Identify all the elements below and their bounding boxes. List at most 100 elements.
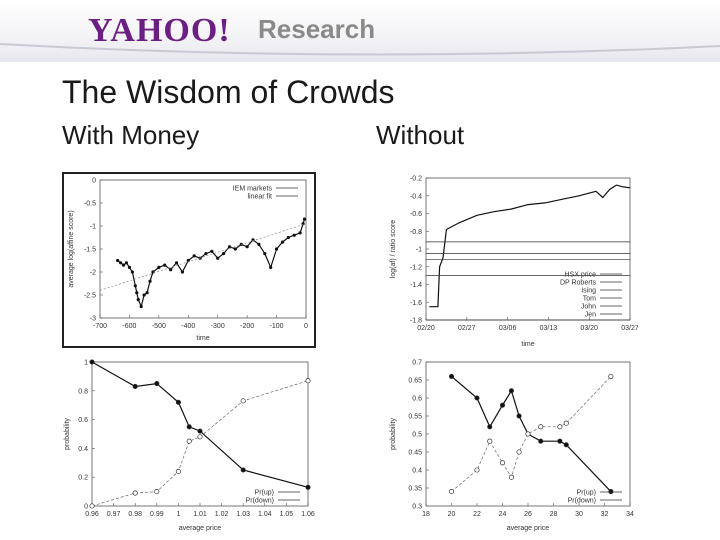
data-point bbox=[145, 291, 149, 295]
data-point bbox=[197, 434, 203, 440]
y-tick-label: -2 bbox=[90, 270, 96, 277]
data-point bbox=[305, 378, 311, 384]
y-tick-label: 0.3 bbox=[412, 504, 422, 511]
y-tick-label: -0.8 bbox=[410, 229, 422, 236]
y-axis-label: probability bbox=[64, 418, 71, 450]
y-tick-label: 0.6 bbox=[412, 396, 422, 403]
y-tick-label: 0.45 bbox=[408, 450, 422, 457]
y-tick-label: -3 bbox=[90, 316, 96, 323]
data-point bbox=[132, 490, 138, 496]
y-tick-label: 0.35 bbox=[408, 486, 422, 493]
data-point bbox=[154, 381, 160, 387]
data-point bbox=[305, 484, 311, 490]
legend-label: DP Roberts bbox=[560, 280, 597, 287]
data-point bbox=[538, 438, 544, 444]
data-point bbox=[163, 263, 167, 267]
y-tick-label: 0.8 bbox=[78, 388, 88, 395]
series-line-1 bbox=[99, 223, 307, 291]
series-line-1 bbox=[451, 376, 612, 492]
x-tick-label: -200 bbox=[240, 323, 254, 330]
y-axis-label: log(af) / ratio score bbox=[390, 220, 397, 278]
data-point bbox=[474, 467, 480, 473]
legend-label: Tom bbox=[583, 296, 596, 303]
x-tick-label: 0 bbox=[304, 323, 308, 330]
y-tick-label: 0.6 bbox=[78, 417, 88, 424]
series-line-0 bbox=[451, 375, 612, 493]
data-point bbox=[257, 242, 261, 246]
x-tick-label: 03/13 bbox=[540, 325, 558, 332]
data-point bbox=[240, 398, 246, 404]
y-tick-label: -0.2 bbox=[410, 176, 422, 183]
chart-iem: -700 -600 -500 -400 -300 -200 -100 0 0 -0.5 -1 -1.5… bbox=[68, 178, 308, 343]
data-point bbox=[148, 279, 152, 283]
legend-label: IEM markets bbox=[233, 186, 273, 193]
x-tick-label: 0.96 bbox=[85, 511, 99, 518]
yahoo-logo: YAHOO! bbox=[88, 12, 231, 49]
y-axis-label: average log(affine score) bbox=[68, 210, 75, 287]
legend-label: Ising bbox=[581, 288, 596, 295]
data-point bbox=[233, 247, 237, 251]
data-point bbox=[132, 383, 138, 390]
x-tick-label: 1.03 bbox=[236, 511, 250, 518]
data-point bbox=[302, 217, 307, 221]
legend-label: Pr(up) bbox=[255, 490, 274, 497]
data-point bbox=[298, 231, 302, 235]
data-point bbox=[174, 261, 179, 265]
data-point bbox=[127, 265, 132, 269]
data-point bbox=[557, 438, 563, 444]
chart-prob-right-panel: 18 20 22 24 26 28 30 32 34 0.3 0.35 0.4 0.45 0.5 0.55 0… bbox=[386, 356, 638, 536]
x-tick-label: 1.02 bbox=[215, 511, 229, 518]
x-tick-label: 1.06 bbox=[301, 511, 315, 518]
research-label: Research bbox=[258, 14, 376, 44]
data-point bbox=[175, 399, 181, 405]
data-point bbox=[119, 261, 123, 265]
chart-prob-left: 0.96 0.97 0.98 0.99 1 1.01 1.02 1.03 1.04 1.05 1.0… bbox=[64, 359, 315, 532]
data-point bbox=[192, 254, 196, 258]
data-point bbox=[240, 467, 246, 473]
data-point bbox=[292, 233, 296, 237]
y-tick-label: -1.4 bbox=[410, 282, 422, 289]
header-swoosh bbox=[0, 43, 720, 56]
chart-prob-left-panel: 0.96 0.97 0.98 0.99 1 1.01 1.02 1.03 1.04 1.05 1.0… bbox=[60, 356, 316, 536]
x-tick-label: 1.01 bbox=[193, 511, 207, 518]
data-point bbox=[222, 252, 226, 256]
x-tick-label: 03/27 bbox=[621, 325, 638, 332]
data-point bbox=[157, 265, 161, 269]
x-tick-label: 03/06 bbox=[499, 325, 517, 332]
data-point bbox=[274, 247, 279, 251]
data-point bbox=[448, 489, 455, 495]
data-point bbox=[210, 249, 214, 253]
x-tick-label: -300 bbox=[211, 323, 225, 330]
data-point bbox=[508, 474, 514, 480]
legend-label: linear fit bbox=[247, 194, 272, 201]
legend-label: Pr(down) bbox=[246, 498, 274, 505]
x-tick-label: -500 bbox=[152, 323, 166, 330]
x-axis-label: time bbox=[521, 341, 534, 348]
data-point bbox=[538, 424, 544, 430]
x-axis-label: time bbox=[196, 335, 209, 342]
x-axis-label: average price bbox=[507, 525, 550, 532]
y-tick-label: -1.8 bbox=[410, 318, 422, 325]
data-point bbox=[516, 413, 522, 419]
chart-hsx: 02/20 02/27 03/06 03/13 03/20 03/27 -0.2 -0.4 -0… bbox=[390, 176, 638, 349]
data-point bbox=[130, 270, 134, 274]
data-point bbox=[525, 431, 531, 437]
data-point bbox=[499, 460, 506, 466]
y-tick-label: -1 bbox=[416, 247, 422, 254]
data-point bbox=[180, 270, 184, 274]
series-line-0 bbox=[429, 184, 631, 308]
data-point bbox=[124, 261, 129, 265]
y-axis-label: probability bbox=[390, 418, 397, 450]
x-tick-label: 26 bbox=[524, 511, 532, 518]
chart-hsx-panel: 02/20 02/27 03/06 03/13 03/20 03/27 -0.2 -0.4 -0… bbox=[386, 172, 638, 352]
x-tick-label: 20 bbox=[448, 511, 456, 518]
data-point bbox=[186, 438, 192, 444]
legend-label: Pr(up) bbox=[577, 490, 596, 497]
legend-label: Jen bbox=[585, 312, 596, 319]
data-point bbox=[487, 438, 493, 444]
data-point bbox=[204, 252, 208, 256]
x-tick-label: 02/27 bbox=[458, 325, 476, 332]
data-point bbox=[175, 468, 181, 474]
plot-frame bbox=[91, 361, 309, 507]
data-point bbox=[608, 489, 614, 495]
